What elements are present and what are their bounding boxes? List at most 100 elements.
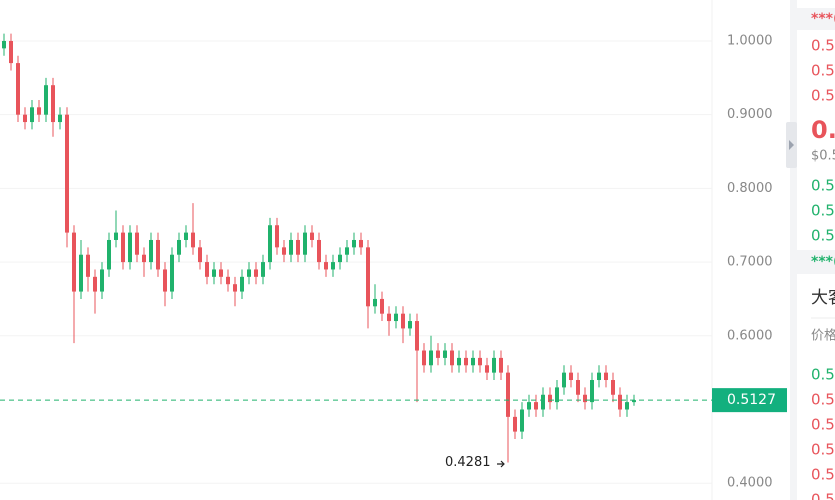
candle-body xyxy=(212,269,216,277)
candle-body xyxy=(86,254,90,277)
candle-body xyxy=(219,269,223,277)
candle-body xyxy=(205,262,209,277)
candle-body xyxy=(268,225,272,263)
candle-body xyxy=(380,298,384,314)
candle-body xyxy=(576,380,580,395)
candle-body xyxy=(310,232,314,240)
candle-body xyxy=(240,276,244,292)
candle-body xyxy=(464,357,468,366)
candle-body xyxy=(275,225,279,248)
candle-body xyxy=(583,394,587,403)
toggle-arrow xyxy=(789,140,794,150)
bid-price: 0.5 xyxy=(811,202,835,220)
last-price: 0.5 xyxy=(811,116,835,144)
candle-body xyxy=(100,269,104,292)
candle-body xyxy=(58,114,62,123)
candle-body xyxy=(408,321,412,329)
candle-body xyxy=(429,350,433,366)
candle-body xyxy=(72,232,76,292)
candle-body xyxy=(555,387,559,403)
candle-body xyxy=(9,40,13,64)
candle-body xyxy=(142,254,146,263)
candle-body xyxy=(401,313,405,329)
candle-body xyxy=(331,262,335,270)
candle-body xyxy=(373,298,377,307)
low-annotation: 0.4281 xyxy=(445,455,491,470)
candle-body xyxy=(198,247,202,263)
candle-body xyxy=(548,394,552,403)
candle-body xyxy=(261,262,265,277)
buy-header-bg xyxy=(797,250,835,274)
candle-body xyxy=(247,269,251,277)
candle-body xyxy=(79,254,83,292)
bid-price: 0.5 xyxy=(811,227,835,245)
candle-body xyxy=(233,284,237,292)
candle-body xyxy=(226,276,230,285)
candle-body xyxy=(534,402,538,410)
candle-body xyxy=(597,372,601,381)
candle-body xyxy=(303,232,307,255)
candle-body xyxy=(107,239,111,270)
bid-price: 0.5 xyxy=(811,177,835,195)
candle-body xyxy=(513,416,517,432)
trade-price: 0.5 xyxy=(811,441,835,459)
trade-price: 0.5 xyxy=(811,391,835,409)
candle-body xyxy=(527,402,531,410)
sell-header: ***( xyxy=(811,11,835,27)
sell-header-bg xyxy=(797,8,835,30)
candle-body xyxy=(436,350,440,358)
candle-body xyxy=(65,114,69,233)
trade-price: 0.5 xyxy=(811,491,835,500)
candle-body xyxy=(611,380,615,395)
candle-body xyxy=(296,239,300,255)
candle-body xyxy=(415,321,419,351)
last-price-box xyxy=(712,388,787,413)
candle-body xyxy=(30,107,34,123)
candle-body xyxy=(163,269,167,292)
y-tick-label: 0.8000 xyxy=(727,181,773,196)
candle-body xyxy=(317,239,321,263)
candle-body xyxy=(499,357,503,373)
tab-title[interactable]: 大客 xyxy=(811,288,835,308)
candle-body xyxy=(44,85,48,115)
candle-body xyxy=(618,394,622,410)
candle-body xyxy=(93,276,97,292)
candle-body xyxy=(2,40,6,49)
candle-body xyxy=(289,239,293,255)
candle-body xyxy=(632,400,636,403)
candle-body xyxy=(492,357,496,373)
candle-body xyxy=(114,232,118,240)
ask-price: 0.5 xyxy=(811,87,835,105)
candle-body xyxy=(191,232,195,248)
candle-body xyxy=(135,232,139,255)
candle-body xyxy=(324,262,328,270)
trade-price: 0.5 xyxy=(811,416,835,434)
y-tick-label: 1.0000 xyxy=(727,33,773,48)
candle-body xyxy=(394,313,398,322)
candle-body xyxy=(359,239,363,248)
trade-price: 0.5 xyxy=(811,466,835,484)
candle-body xyxy=(16,63,20,115)
candle-body xyxy=(149,239,153,263)
buy-header: ***( xyxy=(811,254,835,270)
ask-price: 0.5 xyxy=(811,37,835,55)
candle-body xyxy=(184,232,188,240)
column-price: 价格 xyxy=(811,328,835,344)
y-tick-label: 0.6000 xyxy=(727,328,773,343)
candle-body xyxy=(254,269,258,277)
candle-body xyxy=(457,357,461,366)
candle-body xyxy=(128,232,132,263)
candle-body xyxy=(590,380,594,403)
candle-body xyxy=(562,372,566,388)
candle-body xyxy=(387,313,391,322)
candle-body xyxy=(23,114,27,123)
candle-body xyxy=(569,372,573,381)
last-price-label: 0.5127 xyxy=(727,392,776,408)
candle-body xyxy=(485,365,489,373)
candle-body xyxy=(177,239,181,255)
candle-body xyxy=(366,247,370,307)
candle-body xyxy=(345,247,349,255)
low-arrow xyxy=(497,460,505,468)
candle-body xyxy=(520,409,524,432)
